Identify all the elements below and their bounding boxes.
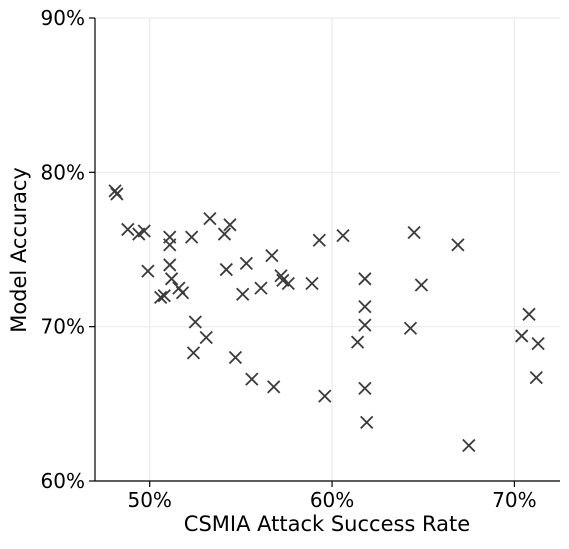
- data-point: [515, 329, 529, 343]
- data-point: [358, 299, 372, 314]
- x-axis-title: CSMIA Attack Success Rate: [184, 512, 470, 536]
- data-point: [228, 350, 243, 365]
- data-point: [522, 307, 536, 321]
- x-tick-label: 60%: [310, 488, 354, 512]
- data-point: [305, 276, 319, 291]
- data-point: [318, 389, 332, 403]
- data-point: [219, 262, 233, 277]
- data-point: [141, 264, 155, 278]
- data-point: [267, 380, 281, 394]
- ticks: 50% 60% 70% 60% 70% 80% 90%: [41, 6, 537, 512]
- data-point: [451, 238, 465, 252]
- data-point: [188, 315, 202, 329]
- data-point: [186, 346, 201, 360]
- data-point: [462, 438, 476, 453]
- data-point: [358, 272, 372, 286]
- data-point: [360, 415, 374, 429]
- data-point: [414, 278, 429, 292]
- x-tick-label: 50%: [127, 488, 171, 512]
- data-point: [185, 230, 199, 244]
- data-point: [531, 337, 545, 351]
- data-point: [403, 321, 418, 335]
- data-point: [529, 370, 543, 385]
- data-point: [336, 228, 350, 243]
- y-tick-label: 90%: [41, 6, 85, 30]
- data-point: [281, 276, 295, 291]
- data-point: [110, 187, 124, 201]
- data-point: [199, 330, 213, 345]
- y-tick-label: 80%: [41, 160, 85, 184]
- data-point: [265, 249, 279, 263]
- x-tick-label: 70%: [492, 488, 536, 512]
- data-point: [137, 224, 151, 238]
- data-point: [350, 335, 365, 349]
- data-point: [203, 211, 217, 226]
- axes: [94, 18, 560, 482]
- data-point: [121, 222, 135, 237]
- data-point: [239, 256, 253, 271]
- data-point: [157, 289, 171, 303]
- data-point: [236, 287, 250, 301]
- data-point: [175, 286, 190, 300]
- data-point: [217, 227, 232, 241]
- data-point: [154, 290, 168, 304]
- data-point: [163, 238, 177, 252]
- data-point: [223, 218, 237, 232]
- y-tick-label: 70%: [41, 315, 85, 339]
- data-point: [245, 372, 259, 386]
- data-point: [254, 281, 268, 295]
- data-point: [358, 381, 372, 396]
- data-point: [407, 225, 421, 240]
- data-points: [108, 184, 545, 453]
- data-point: [164, 272, 179, 286]
- data-point: [358, 318, 372, 332]
- data-point: [163, 258, 177, 272]
- y-axis-title: Model Accuracy: [7, 167, 31, 333]
- data-point: [312, 233, 326, 247]
- y-tick-label: 60%: [41, 469, 85, 493]
